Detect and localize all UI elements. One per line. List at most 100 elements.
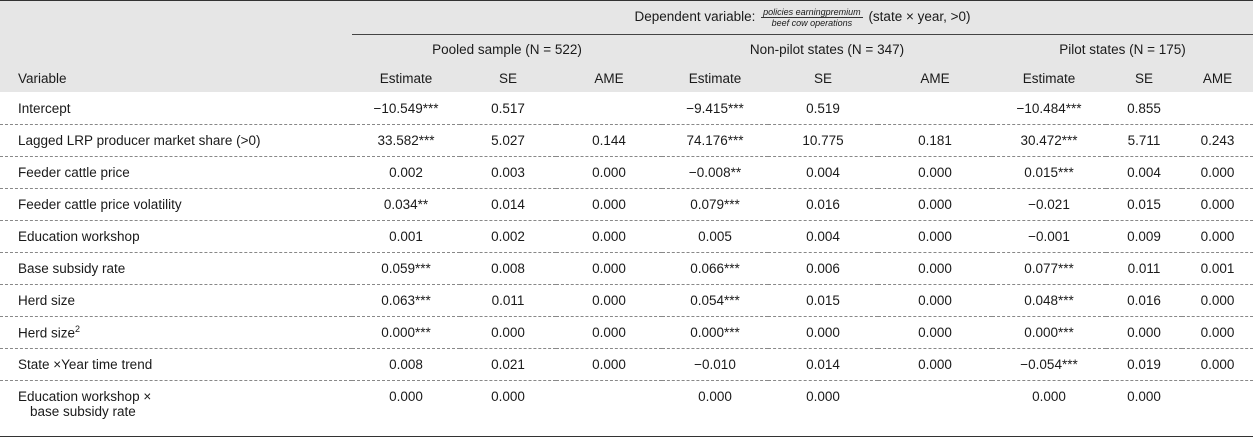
table-cell: 0.519 xyxy=(768,93,878,125)
table-cell: 0.000 xyxy=(1182,156,1253,189)
table-cell: 0.000 xyxy=(556,220,662,253)
table-cell: 0.015 xyxy=(1106,188,1182,221)
variable-name: Feeder cattle price volatility xyxy=(0,188,352,221)
dependent-variable-header: Dependent variable: policies earningprem… xyxy=(352,0,1253,35)
table-cell: 0.003 xyxy=(460,156,556,189)
table-cell: −10.549*** xyxy=(352,93,460,125)
subcol-ame: AME xyxy=(1202,70,1233,86)
table-cell: 0.000 xyxy=(1106,316,1182,349)
table-cell: −10.484*** xyxy=(992,93,1106,125)
table-cell: 5.027 xyxy=(460,124,556,157)
table-cell: 0.000 xyxy=(352,380,460,437)
table-row: Herd size 0.063*** 0.011 0.000 0.054*** 0.015… xyxy=(0,284,1253,317)
table-cell: 74.176*** xyxy=(662,124,768,157)
table-row: Feeder cattle price 0.002 0.003 0.000 −0.008… xyxy=(0,156,1253,189)
table-cell: 0.015 xyxy=(768,284,878,317)
table-row: Education workshop × base subsidy rate 0.0… xyxy=(0,380,1253,437)
variable-label-line1: Education workshop × xyxy=(18,389,152,404)
table-row: Lagged LRP producer market share (>0) 33.… xyxy=(0,124,1253,157)
table-cell: 0.000 xyxy=(460,380,556,437)
table-cell: 0.079*** xyxy=(662,188,768,221)
table-cell: 0.004 xyxy=(1106,156,1182,189)
table-cell: 0.000 xyxy=(878,252,992,285)
table-cell: 0.016 xyxy=(768,188,878,221)
table-cell: 0.000 xyxy=(556,284,662,317)
subcol-ame: AME xyxy=(594,70,624,86)
table-cell: 0.002 xyxy=(352,156,460,189)
table-cell: 0.000 xyxy=(1106,380,1182,437)
table-cell: −0.021 xyxy=(992,188,1106,221)
table-cell: 33.582*** xyxy=(352,124,460,157)
variable-label-line2: base subsidy rate xyxy=(30,404,136,419)
variable-name: Education workshop × base subsidy rate xyxy=(0,380,352,437)
table-cell: 0.004 xyxy=(768,220,878,253)
variable-col-header: Variable xyxy=(18,70,67,86)
table-cell: 0.000 xyxy=(878,220,992,253)
variable-name: State ×Year time trend xyxy=(0,348,352,381)
variable-name: Base subsidy rate xyxy=(0,252,352,285)
table-cell: 0.000 xyxy=(878,188,992,221)
table-cell: 0.000 xyxy=(662,380,768,437)
table-cell: 0.000 xyxy=(556,252,662,285)
dependent-suffix: (state × year, >0) xyxy=(868,8,971,24)
table-row: Feeder cattle price volatility 0.034** 0.0… xyxy=(0,188,1253,221)
table-cell: 0.002 xyxy=(460,220,556,253)
table-cell: 0.181 xyxy=(878,124,992,157)
table-cell: 0.054*** xyxy=(662,284,768,317)
table-cell: 0.066*** xyxy=(662,252,768,285)
table-cell: −0.008** xyxy=(662,156,768,189)
fraction-numerator: policies earningpremium xyxy=(761,6,863,18)
table-cell: 0.000 xyxy=(1182,348,1253,381)
table-cell: 0.006 xyxy=(768,252,878,285)
table-cell: 0.000 xyxy=(878,348,992,381)
table-cell: 0.001 xyxy=(1182,252,1253,285)
table-cell: 0.855 xyxy=(1106,93,1182,125)
subcol-estimate: Estimate xyxy=(379,70,433,86)
table-cell: 0.000 xyxy=(556,156,662,189)
subcol-se: SE xyxy=(1134,70,1153,86)
table-cell: 0.021 xyxy=(460,348,556,381)
table-cell: 0.011 xyxy=(460,284,556,317)
table-cell: 0.048*** xyxy=(992,284,1106,317)
table-cell: 0.008 xyxy=(352,348,460,381)
variable-label: Herd size xyxy=(18,325,76,341)
table-cell: 0.014 xyxy=(460,188,556,221)
variable-label: Herd size xyxy=(18,293,76,308)
variable-label: Feeder cattle price xyxy=(18,165,130,180)
table-cell: 0.004 xyxy=(768,156,878,189)
variable-name: Feeder cattle price xyxy=(0,156,352,189)
subcol-se: SE xyxy=(498,70,517,86)
variable-name: Intercept xyxy=(0,93,352,125)
table-cell: 0.000 xyxy=(878,316,992,349)
table-cell xyxy=(556,380,662,437)
table-cell: 0.016 xyxy=(1106,284,1182,317)
table-cell: 0.008 xyxy=(460,252,556,285)
variable-label: Intercept xyxy=(18,101,71,116)
table-cell: 0.000 xyxy=(992,380,1106,437)
table-cell: 0.005 xyxy=(662,220,768,253)
table-row: State ×Year time trend 0.008 0.021 0.000 −0.… xyxy=(0,348,1253,381)
table-cell: 0.000 xyxy=(1182,284,1253,317)
subcol-estimate: Estimate xyxy=(688,70,742,86)
table-cell: 0.000 xyxy=(878,284,992,317)
table-row: Base subsidy rate 0.059*** 0.008 0.000 0.066… xyxy=(0,252,1253,285)
dependent-prefix: Dependent variable: xyxy=(634,8,756,24)
table-cell: 0.000 xyxy=(1182,188,1253,221)
table-cell: 0.009 xyxy=(1106,220,1182,253)
variable-label: State ×Year time trend xyxy=(18,357,153,372)
table-cell: 0.000 xyxy=(556,348,662,381)
table-cell: 0.015*** xyxy=(992,156,1106,189)
group-header-pilot: Pilot states (N = 175) xyxy=(1059,41,1186,57)
table-cell: 0.000 xyxy=(1182,316,1253,349)
group-header-nonpilot: Non-pilot states (N = 347) xyxy=(749,41,905,57)
table-cell: 0.000*** xyxy=(662,316,768,349)
table-cell xyxy=(556,93,662,125)
header-row-subcols: Variable Estimate SE AME Estimate SE AME… xyxy=(0,63,1253,93)
variable-label: Lagged LRP producer market share (>0) xyxy=(18,133,261,148)
table-cell: 0.517 xyxy=(460,93,556,125)
table-cell xyxy=(878,380,992,437)
table-cell: 0.000*** xyxy=(352,316,460,349)
table-cell: 0.243 xyxy=(1182,124,1253,157)
